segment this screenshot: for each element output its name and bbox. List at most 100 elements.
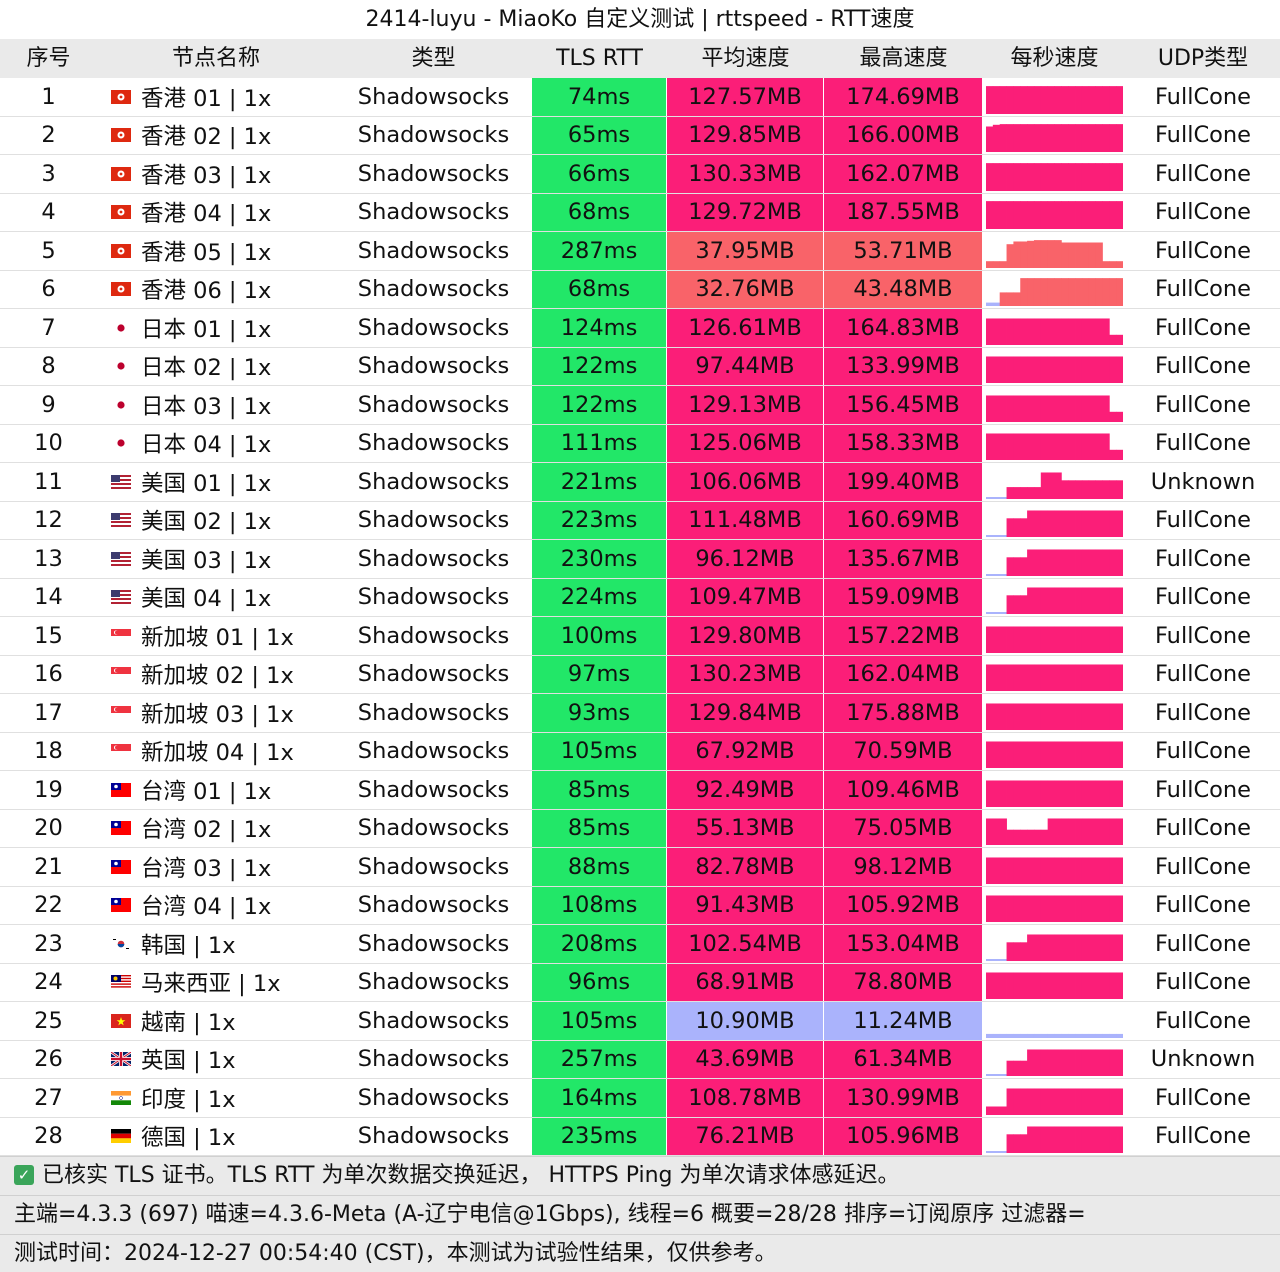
sparkline-bar xyxy=(1088,626,1096,653)
tls-rtt: 221ms xyxy=(532,463,667,501)
sparkline-bar xyxy=(1095,664,1103,692)
sparkline-bar xyxy=(1109,626,1117,653)
sparkline-bar xyxy=(1075,433,1083,461)
tls-rtt: 96ms xyxy=(532,963,667,1001)
max-speed: 75.05MB xyxy=(824,809,983,847)
results-table: 1 香港 01 | 1x Shadowsocks 74ms 127.57MB 174.69… xyxy=(0,78,1280,1156)
sparkline-bar xyxy=(1088,1088,1096,1115)
sparkline-bar xyxy=(1006,162,1014,191)
sparkline-bar xyxy=(992,1074,1001,1077)
udp-type: Unknown xyxy=(1150,1046,1256,1073)
sparkline-bar xyxy=(1047,124,1055,153)
sparkline-bar xyxy=(1047,1088,1055,1115)
udp-type: FullCone xyxy=(1154,1084,1252,1111)
sparkline-bar xyxy=(1020,201,1028,230)
node-name-cell: 德国 | 1x xyxy=(97,1118,335,1156)
sparkline-bar xyxy=(1109,450,1117,461)
sparkline-bar xyxy=(986,857,994,884)
sparkline-bar xyxy=(1047,318,1055,345)
sparkline-bar xyxy=(1006,243,1014,268)
sparkline-bar xyxy=(1081,433,1090,461)
sparkline-bar xyxy=(1040,85,1049,114)
sparkline-bar xyxy=(1095,741,1103,769)
sparkline-bar xyxy=(1116,124,1123,153)
footer-note: ✓ 已核实 TLS 证书。TLS RTT 为单次数据交换延迟， HTTPS Pin… xyxy=(0,1157,1280,1195)
sparkline-bar xyxy=(1075,934,1083,961)
sparkline-bar xyxy=(1109,818,1117,846)
sparkline-bar xyxy=(1095,356,1103,384)
sparkline-bar xyxy=(1081,587,1090,615)
sparkline-bar xyxy=(1027,1033,1035,1038)
uk-flag-icon xyxy=(111,1052,131,1067)
sparkline-bar xyxy=(1013,124,1021,153)
sparkline-bar xyxy=(1006,595,1014,615)
header-index: 序号 xyxy=(26,46,71,71)
sparkline-bar xyxy=(1054,664,1062,692)
sparkline-bar xyxy=(1088,1049,1096,1077)
sparkline-bar xyxy=(1068,587,1076,615)
sparkline-bar xyxy=(1116,278,1123,307)
udp-type: FullCone xyxy=(1154,237,1252,264)
sparkline-bar xyxy=(992,356,1001,384)
per-second-speed xyxy=(983,386,1126,424)
sparkline-bar xyxy=(1061,780,1069,807)
row-index: 16 xyxy=(34,661,63,688)
per-second-speed xyxy=(983,309,1126,347)
sparkline-bar xyxy=(1088,703,1096,730)
table-row: 8 日本 02 | 1x Shadowsocks 122ms 97.44MB 133.99… xyxy=(0,347,1280,386)
sparkline-bar xyxy=(1095,162,1103,191)
sparkline-bar xyxy=(1068,780,1076,807)
node-name-cell: 台湾 01 | 1x xyxy=(97,771,335,809)
speed-sparkline xyxy=(986,703,1123,730)
sparkline-bar xyxy=(986,318,994,345)
sparkline-bar xyxy=(992,958,1001,961)
sparkline-bar xyxy=(1081,318,1090,345)
sparkline-bar xyxy=(1102,1033,1110,1038)
sparkline-bar xyxy=(1061,626,1069,653)
avg-speed: 10.90MB xyxy=(667,1002,824,1040)
node-name: 美国 03 | 1x xyxy=(141,547,272,574)
per-second-speed xyxy=(983,1079,1126,1117)
sparkline-bar xyxy=(1081,857,1090,884)
per-second-speed xyxy=(983,887,1126,925)
sparkline-bar xyxy=(1081,664,1090,692)
sparkline-bar xyxy=(1081,510,1090,538)
sparkline-bar xyxy=(1081,626,1090,653)
sparkline-bar xyxy=(1109,334,1117,345)
sparkline-bar xyxy=(1033,395,1042,422)
per-second-speed xyxy=(983,733,1126,771)
tls-rtt: 100ms xyxy=(532,617,667,655)
sparkline-bar xyxy=(1081,395,1090,422)
row-index: 28 xyxy=(34,1123,63,1150)
max-speed: 164.83MB xyxy=(824,309,983,347)
sparkline-bar xyxy=(1020,518,1028,538)
report-title: 2414-luyu - MiaoKo 自定义测试 | rttspeed - RT… xyxy=(0,0,1280,39)
sparkline-bar xyxy=(1047,972,1055,1000)
node-name-cell: 美国 04 | 1x xyxy=(97,579,335,617)
us-flag-icon xyxy=(111,474,131,489)
sparkline-bar xyxy=(1047,356,1055,384)
node-type: Shadowsocks xyxy=(357,353,510,380)
sparkline-bar xyxy=(1027,972,1035,1000)
sparkline-bar xyxy=(1040,895,1049,923)
sparkline-bar xyxy=(1054,201,1062,230)
sparkline-bar xyxy=(1102,1126,1110,1154)
sparkline-bar xyxy=(1054,278,1062,307)
tls-rtt: 105ms xyxy=(532,732,667,770)
sparkline-bar xyxy=(1075,480,1083,499)
sparkline-bar xyxy=(1020,241,1028,268)
footer-time: 测试时间：2024-12-27 00:54:40 (CST)，本测试为试验性结果… xyxy=(0,1235,1280,1272)
sparkline-bar xyxy=(1061,934,1069,961)
max-speed: 98.12MB xyxy=(824,848,983,886)
avg-speed: 102.54MB xyxy=(667,925,824,963)
sparkline-bar xyxy=(1102,895,1110,923)
sparkline-bar xyxy=(1075,664,1083,692)
speed-sparkline xyxy=(986,934,1123,961)
sparkline-bar xyxy=(1095,549,1103,576)
sparkline-bar xyxy=(1013,942,1021,961)
sparkline-bar xyxy=(1040,741,1049,769)
sparkline-bar xyxy=(1033,703,1042,730)
sparkline-bar xyxy=(1068,664,1076,692)
row-index: 23 xyxy=(34,930,63,957)
sparkline-bar xyxy=(1061,549,1069,576)
